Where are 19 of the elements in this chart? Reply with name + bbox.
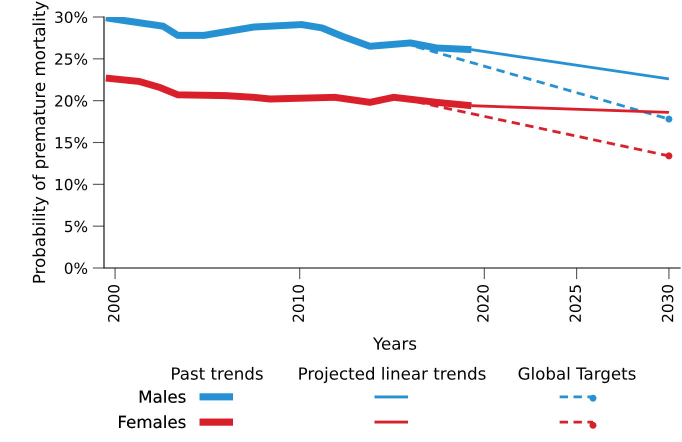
- y-tick-label: 30%: [55, 11, 88, 24]
- y-tick-label: 0%: [64, 262, 88, 274]
- x-axis-title: Years: [372, 337, 416, 350]
- legend-label: Females: [119, 415, 186, 428]
- x-tick-label: 2025: [569, 285, 582, 322]
- text: Global Targets: [518, 366, 636, 384]
- y-tick-label: 15%: [56, 136, 88, 149]
- y-tick-label: 20%: [55, 95, 88, 107]
- legend-label: Males: [140, 390, 186, 403]
- y-axis-title: Probability of premature mortality: [32, 1, 49, 283]
- y-tick-label: 10%: [56, 178, 88, 190]
- x-tick-label: 2030: [662, 284, 674, 322]
- text: Projected linear trends: [299, 366, 486, 384]
- text: Past trends: [172, 366, 263, 380]
- x-tick-label: 2020: [477, 284, 489, 322]
- y-tick-label: 5%: [64, 220, 88, 232]
- x-tick-label: 2000: [108, 284, 120, 322]
- x-tick-label: 2010: [292, 284, 304, 322]
- y-tick-label: 25%: [55, 53, 88, 65]
